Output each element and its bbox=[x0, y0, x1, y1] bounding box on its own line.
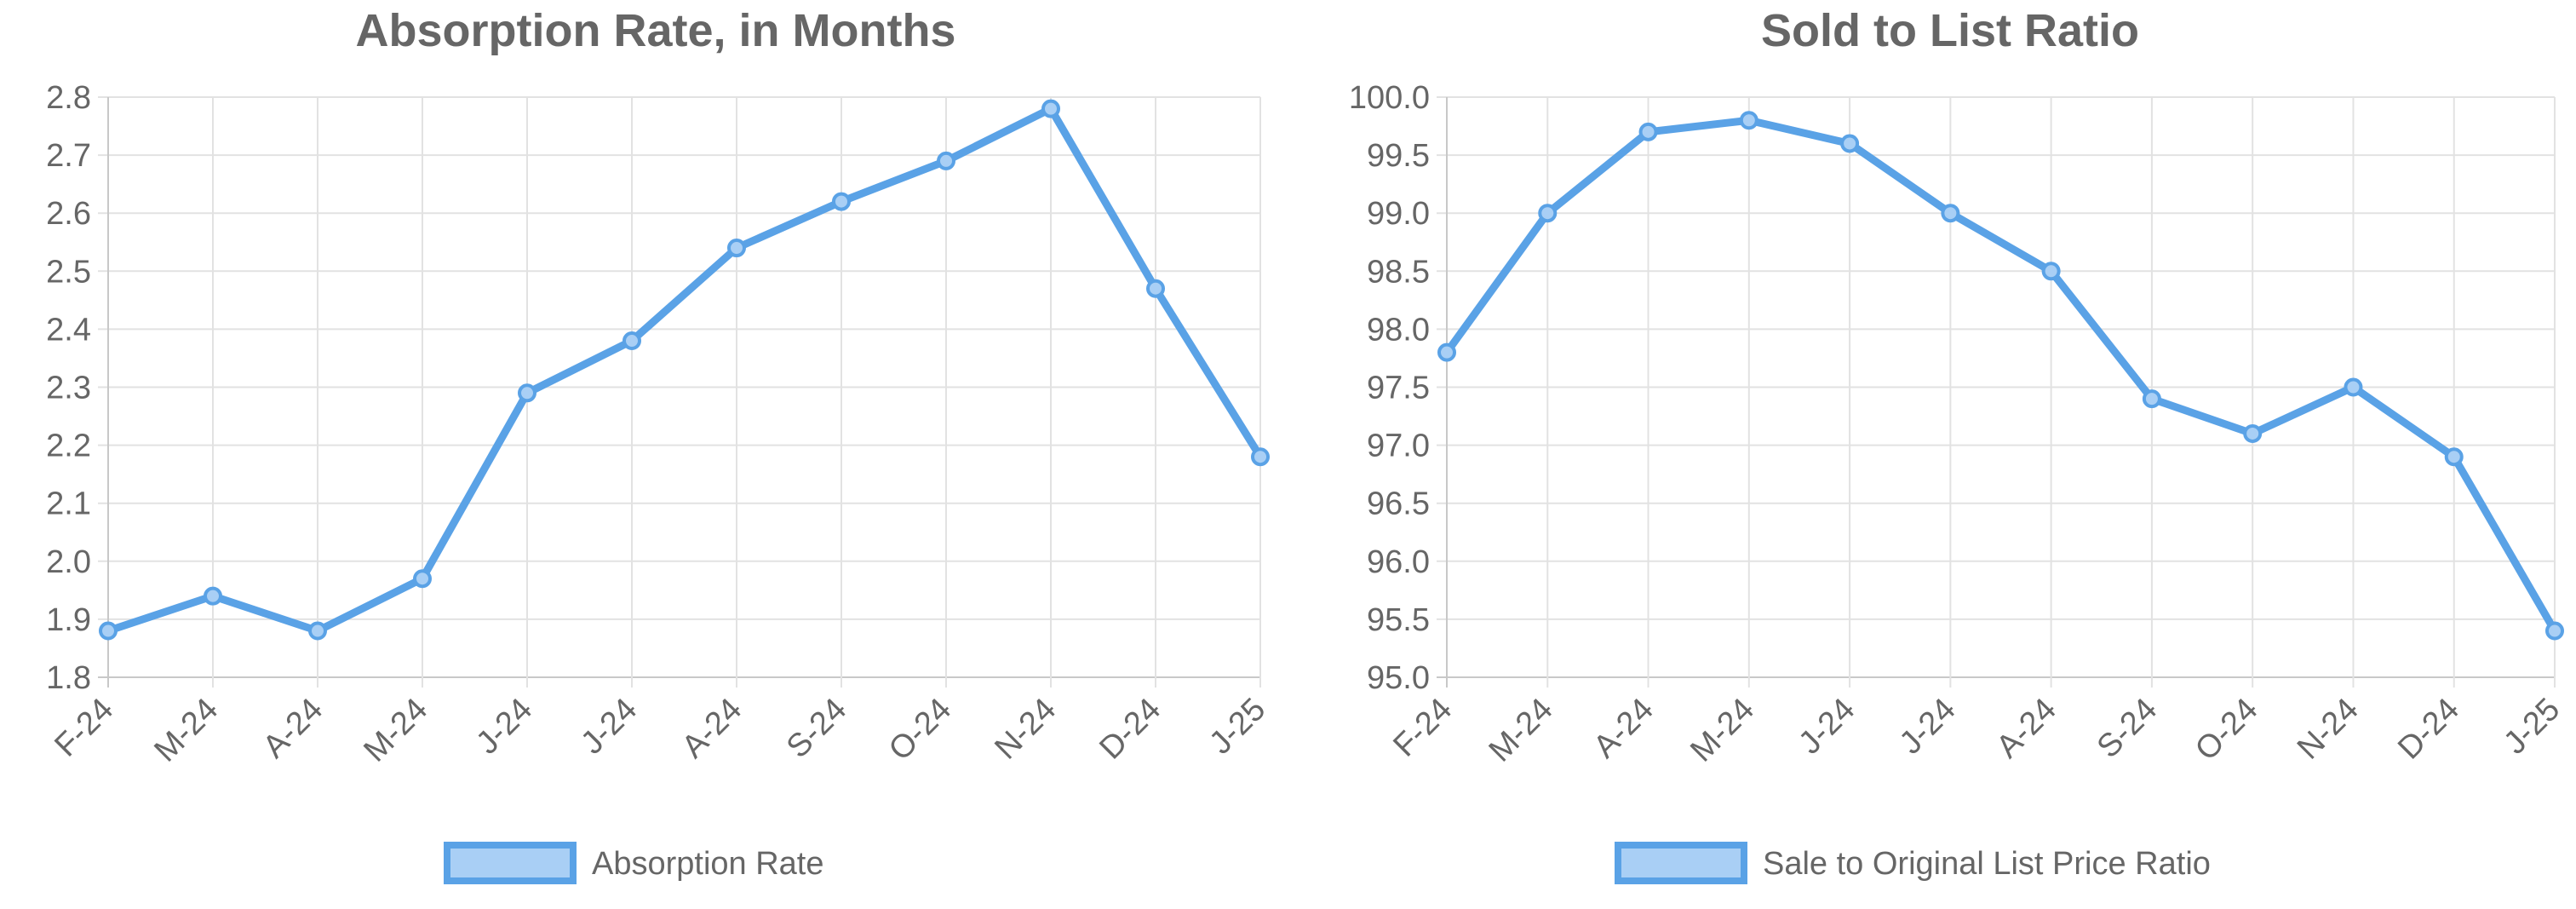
data-point bbox=[413, 569, 432, 589]
x-tick-label: D-24 bbox=[1093, 692, 1168, 767]
y-tick-label: 96.0 bbox=[1367, 544, 1430, 580]
y-tick-label: 97.0 bbox=[1367, 429, 1430, 464]
x-tick-label: A-24 bbox=[675, 692, 749, 765]
data-point bbox=[1437, 342, 1456, 362]
x-tick-label: J-25 bbox=[1202, 692, 1272, 762]
chart-title: Sold to List Ratio bbox=[1761, 5, 2139, 56]
x-tick-label: O-24 bbox=[2189, 692, 2264, 768]
x-tick-label: N-24 bbox=[2291, 692, 2366, 767]
x-tick-label: S-24 bbox=[2091, 692, 2164, 765]
data-point bbox=[2344, 377, 2363, 397]
x-tick-label: M-24 bbox=[357, 692, 434, 769]
data-point bbox=[1941, 204, 1960, 223]
data-point bbox=[937, 151, 955, 170]
data-point bbox=[2545, 621, 2564, 641]
y-tick-label: 95.0 bbox=[1367, 660, 1430, 696]
data-point bbox=[1146, 279, 1165, 298]
data-point bbox=[518, 383, 536, 403]
x-tick-label: M-24 bbox=[147, 692, 225, 769]
legend-item: Absorption Rate bbox=[444, 842, 824, 884]
legend-item: Sale to Original List Price Ratio bbox=[1615, 842, 2211, 884]
chart-title: Absorption Rate, in Months bbox=[356, 5, 956, 56]
y-tick-label: 1.8 bbox=[46, 660, 91, 696]
y-tick-label: 2.1 bbox=[46, 486, 91, 522]
legend-swatch bbox=[1615, 842, 1747, 884]
x-tick-label: A-24 bbox=[256, 692, 330, 765]
x-tick-label: J-24 bbox=[469, 692, 539, 762]
y-tick-label: 1.9 bbox=[46, 602, 91, 638]
x-tick-label: F-24 bbox=[48, 692, 120, 764]
y-tick-label: 98.0 bbox=[1367, 312, 1430, 348]
data-point bbox=[2142, 389, 2161, 409]
x-tick-label: M-24 bbox=[1684, 692, 1761, 769]
data-point bbox=[2444, 447, 2464, 467]
y-tick-label: 2.6 bbox=[46, 196, 91, 232]
y-tick-label: 2.3 bbox=[46, 371, 91, 406]
x-tick-label: F-24 bbox=[1386, 692, 1459, 764]
legend-swatch bbox=[444, 842, 577, 884]
x-tick-label: A-24 bbox=[1990, 692, 2063, 765]
x-tick-label: O-24 bbox=[882, 692, 958, 768]
data-point bbox=[308, 621, 327, 641]
y-tick-label: 2.0 bbox=[46, 544, 91, 580]
data-point bbox=[2041, 262, 2061, 281]
x-tick-label: J-24 bbox=[1792, 692, 1862, 762]
y-tick-label: 2.2 bbox=[46, 429, 91, 464]
y-tick-label: 2.7 bbox=[46, 138, 91, 174]
y-tick-label: 2.5 bbox=[46, 254, 91, 290]
y-tick-label: 99.5 bbox=[1367, 138, 1430, 174]
data-point bbox=[1251, 447, 1270, 467]
data-point bbox=[832, 192, 851, 211]
x-tick-label: J-25 bbox=[2497, 692, 2567, 762]
y-tick-label: 2.8 bbox=[46, 80, 91, 116]
y-tick-label: 100.0 bbox=[1349, 80, 1430, 116]
data-point bbox=[204, 586, 222, 606]
x-tick-label: S-24 bbox=[780, 692, 853, 765]
y-tick-label: 97.5 bbox=[1367, 371, 1430, 406]
y-tick-label: 95.5 bbox=[1367, 602, 1430, 638]
data-point bbox=[1739, 111, 1758, 130]
data-point bbox=[99, 621, 118, 641]
data-line bbox=[1443, 116, 2558, 633]
chart: Absorption Rate, in Months 1.8 1.9 2.0 2.1 2.… bbox=[46, 5, 1272, 884]
x-tick-label: M-24 bbox=[1483, 692, 1560, 769]
data-point bbox=[1538, 204, 1558, 223]
chart: Sold to List Ratio 95.0 95.5 96.0 96.5 97.0 97… bbox=[1349, 5, 2567, 884]
x-tick-label: N-24 bbox=[988, 692, 1063, 767]
y-tick-label: 99.0 bbox=[1367, 196, 1430, 232]
x-tick-label: A-24 bbox=[1586, 692, 1660, 765]
y-tick-label: 96.5 bbox=[1367, 486, 1430, 522]
x-tick-label: J-24 bbox=[574, 692, 644, 762]
y-tick-label: 98.5 bbox=[1367, 254, 1430, 290]
y-tick-label: 2.4 bbox=[46, 312, 91, 348]
data-line bbox=[106, 105, 1264, 636]
legend-label: Sale to Original List Price Ratio bbox=[1763, 846, 2211, 882]
data-point bbox=[727, 239, 746, 258]
data-point bbox=[2243, 423, 2263, 443]
x-tick-label: D-24 bbox=[2391, 692, 2466, 767]
data-point bbox=[622, 331, 641, 351]
legend-label: Absorption Rate bbox=[592, 846, 824, 882]
data-point bbox=[1638, 122, 1658, 141]
data-point bbox=[1041, 99, 1060, 118]
data-point bbox=[1840, 134, 1860, 153]
x-tick-label: J-24 bbox=[1893, 692, 1963, 762]
